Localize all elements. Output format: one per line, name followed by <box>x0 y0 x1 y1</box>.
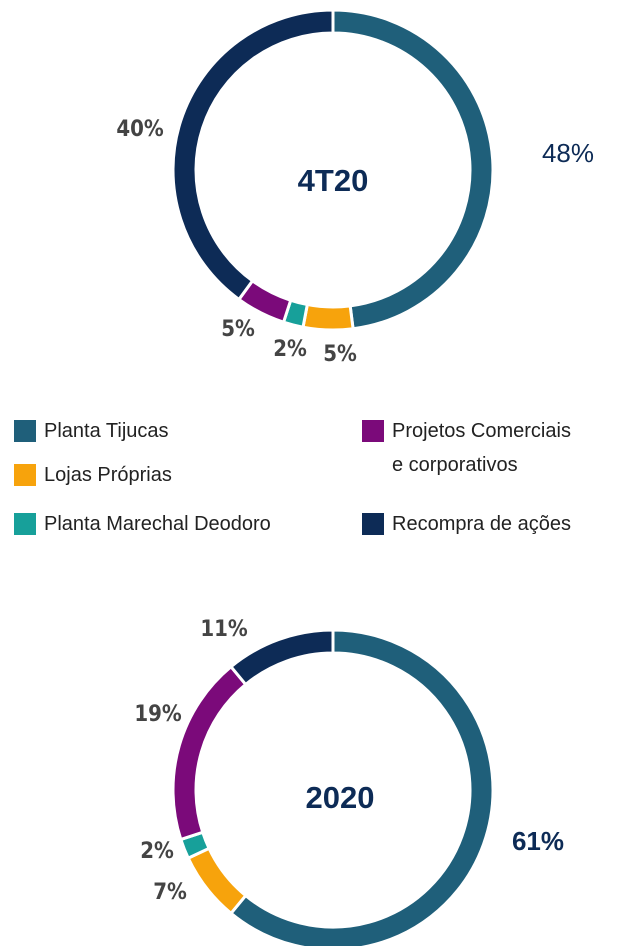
legend-label: Projetos Comerciais e corporativos <box>392 420 571 476</box>
donut-segment <box>171 664 248 842</box>
value-label: 2% <box>140 839 174 864</box>
legend-label: Planta Tijucas <box>44 420 169 442</box>
value-label: 5% <box>221 317 255 342</box>
legend-swatch <box>14 420 36 442</box>
legend-swatch <box>14 513 36 535</box>
value-label: 61% <box>512 826 564 856</box>
legend-swatch <box>362 420 384 442</box>
legend-swatch <box>362 513 384 535</box>
legend-label: Lojas Próprias <box>44 464 172 486</box>
value-label: 48% <box>542 138 594 168</box>
donut-segment <box>171 8 335 302</box>
center-label: 2020 <box>306 780 375 815</box>
value-label: 19% <box>134 702 182 727</box>
donut-segment <box>228 628 495 946</box>
value-label: 5% <box>323 342 357 367</box>
legend-label: Recompra de ações <box>392 513 571 535</box>
value-label: 40% <box>116 117 164 142</box>
donut-segment <box>301 302 355 332</box>
value-label: 7% <box>153 880 187 905</box>
center-label: 4T20 <box>298 163 369 198</box>
value-label: 2% <box>273 337 307 362</box>
legend-swatch <box>14 464 36 486</box>
legend-label: Planta Marechal Deodoro <box>44 513 271 535</box>
donut-segment <box>186 846 248 916</box>
value-label: 11% <box>200 617 248 642</box>
donut-segment <box>228 628 335 687</box>
